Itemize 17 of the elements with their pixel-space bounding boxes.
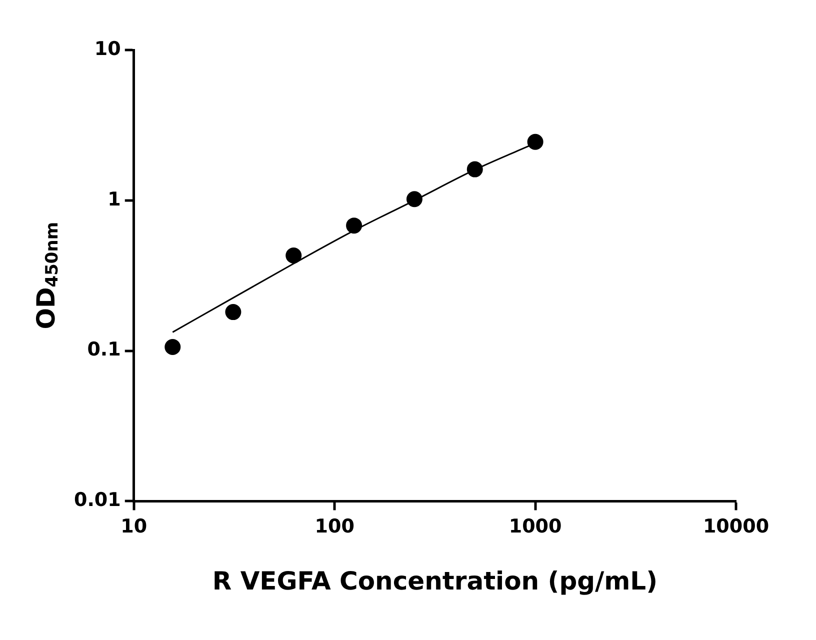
y-tick-label: 0.1 — [87, 338, 121, 361]
y-axis-title: OD450nm — [32, 222, 62, 330]
x-axis-title: R VEGFA Concentration (pg/mL) — [212, 566, 658, 596]
point — [346, 218, 362, 234]
point — [164, 338, 181, 355]
point — [527, 134, 544, 150]
point — [286, 248, 302, 264]
x-tick-label: 100 — [314, 516, 354, 538]
point — [466, 161, 483, 178]
x-tick-label: 1000 — [508, 516, 562, 538]
y-tick-label: 0.01 — [74, 489, 121, 512]
x-tick-label: 10 — [120, 516, 148, 538]
y-tick-label: 1 — [108, 188, 121, 210]
y-tick-label: 10 — [94, 38, 121, 60]
point — [406, 191, 422, 208]
x-tick-label: 10000 — [702, 516, 770, 538]
point — [225, 304, 242, 320]
